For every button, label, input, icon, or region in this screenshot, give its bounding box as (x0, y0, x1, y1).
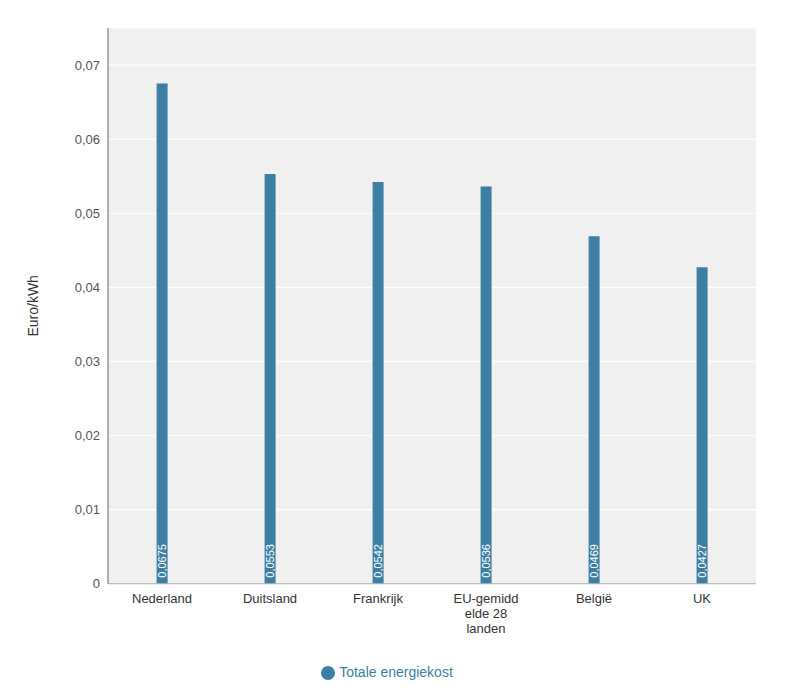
svg-text:0,0542: 0,0542 (372, 544, 384, 578)
html-text:Totale energiekost: Totale energiekost (339, 663, 453, 680)
svg-text:0,04: 0,04 (75, 280, 100, 295)
svg-text:0,0427: 0,0427 (696, 544, 708, 578)
svg-text:0,07: 0,07 (75, 58, 100, 73)
svg-text:Duitsland: Duitsland (243, 591, 297, 606)
svg-text:Euro/kWh: Euro/kWh (25, 275, 41, 336)
svg-text:0,05: 0,05 (75, 206, 100, 221)
svg-text:UK: UK (693, 591, 711, 606)
svg-text:België: België (576, 591, 612, 606)
svg-text:0,0675: 0,0675 (156, 544, 168, 578)
svg-text:0,02: 0,02 (75, 428, 100, 443)
svg-text:0,0553: 0,0553 (264, 544, 276, 578)
svg-text:Nederland: Nederland (132, 591, 192, 606)
svg-text:0: 0 (93, 576, 100, 591)
svg-text:0,06: 0,06 (75, 132, 100, 147)
svg-text:0,0469: 0,0469 (588, 544, 600, 578)
svg-text:0,01: 0,01 (75, 502, 100, 517)
svg-text:0,03: 0,03 (75, 354, 100, 369)
svg-text:0,0536: 0,0536 (480, 544, 492, 578)
svg-text:Frankrijk: Frankrijk (353, 591, 403, 606)
svg-text:EU-gemiddelde 28landen: EU-gemiddelde 28landen (453, 591, 518, 636)
